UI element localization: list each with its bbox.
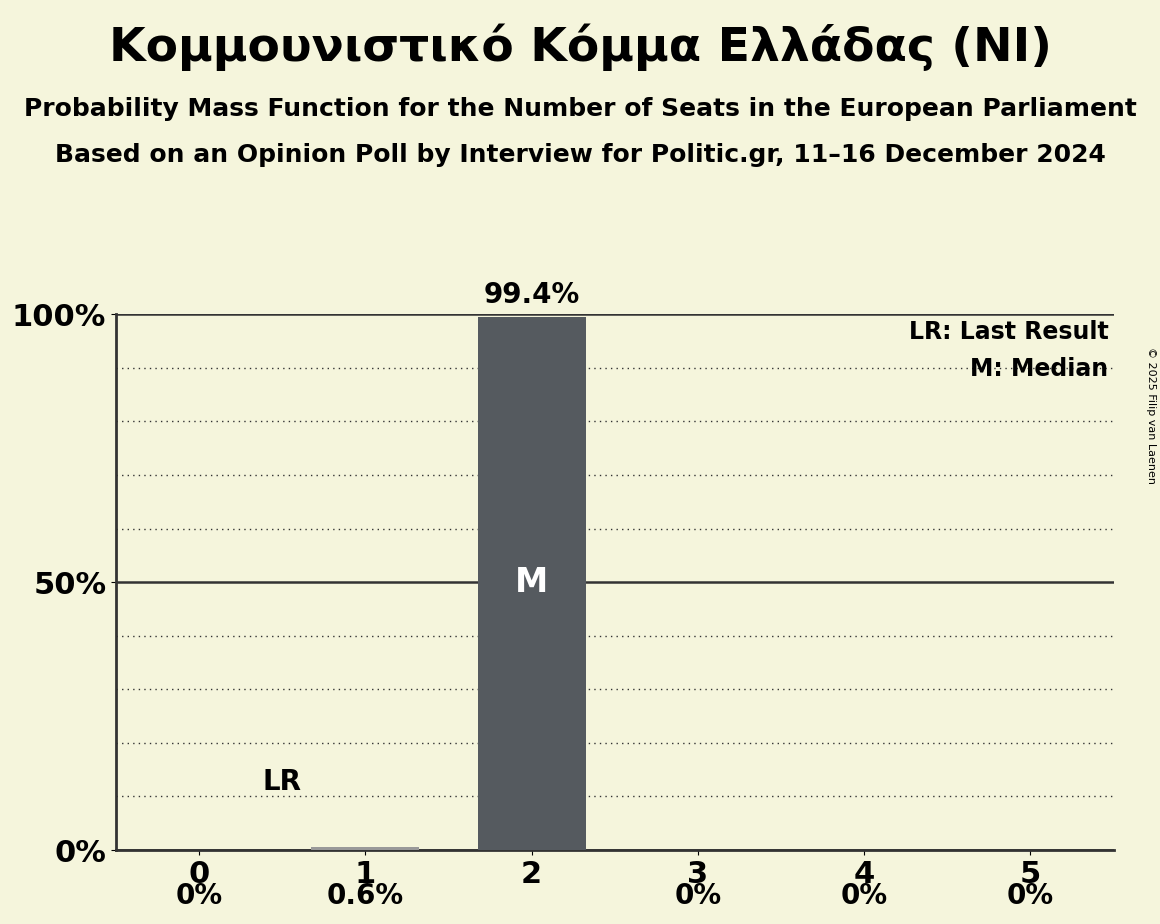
Text: 0%: 0%: [1007, 882, 1054, 910]
Text: 0%: 0%: [175, 882, 223, 910]
Bar: [311, 847, 420, 850]
Text: 0%: 0%: [674, 882, 722, 910]
Text: M: Median: M: Median: [971, 357, 1109, 381]
Bar: [478, 317, 586, 850]
Text: Κομμουνιστικό Κόμμα Ελλάδας (ΝΙ): Κομμουνιστικό Κόμμα Ελλάδας (ΝΙ): [109, 23, 1051, 70]
Text: 0.6%: 0.6%: [327, 882, 404, 910]
Text: Probability Mass Function for the Number of Seats in the European Parliament: Probability Mass Function for the Number…: [23, 97, 1137, 121]
Text: M: M: [515, 565, 549, 599]
Bar: [311, 847, 420, 850]
Text: Based on an Opinion Poll by Interview for Politic.gr, 11–16 December 2024: Based on an Opinion Poll by Interview fo…: [55, 143, 1105, 167]
Text: LR: LR: [263, 769, 302, 796]
Text: 0%: 0%: [841, 882, 887, 910]
Text: © 2025 Filip van Laenen: © 2025 Filip van Laenen: [1146, 347, 1155, 484]
Text: 99.4%: 99.4%: [484, 281, 580, 310]
Text: LR: Last Result: LR: Last Result: [909, 320, 1109, 344]
